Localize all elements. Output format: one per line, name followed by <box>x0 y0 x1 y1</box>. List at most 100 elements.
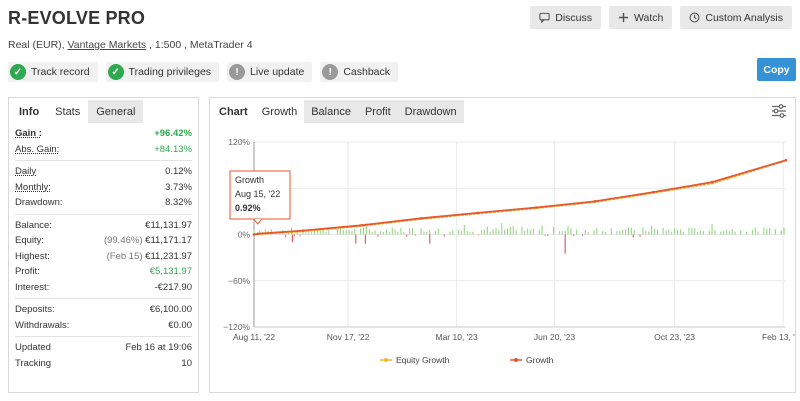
stat-label: Tracking <box>15 357 52 369</box>
tab-general[interactable]: General <box>88 100 144 123</box>
sliders-icon[interactable] <box>771 103 787 119</box>
growth-point <box>256 232 260 236</box>
stat-row-updated: Updated Feb 16 at 19:06 <box>15 340 192 356</box>
stat-row-balance: Balance: €11,131.97 <box>15 218 192 234</box>
legend-label: Equity Growth <box>396 355 450 365</box>
page-title: R-EVOLVE PRO <box>8 8 146 28</box>
badge-label: Track record <box>31 66 90 78</box>
stat-label[interactable]: Monthly: <box>15 181 51 193</box>
x-tick-label: Aug 11, '22 <box>233 332 275 342</box>
growth-point <box>252 233 256 236</box>
stats-tabs: Info Stats General <box>9 98 198 123</box>
top-actions: Discuss Watch Custom Analysis <box>530 6 792 29</box>
divider <box>15 160 192 161</box>
x-tick-label: Oct 23, '23 <box>654 332 695 342</box>
stat-label: Equity: <box>15 235 45 247</box>
y-tick-label: −60% <box>228 276 250 286</box>
x-tick-label: Feb 13, '24 <box>762 332 795 342</box>
stat-label: Updated <box>15 342 51 354</box>
y-tick-label: −120% <box>223 322 250 332</box>
stat-label[interactable]: Gain : <box>15 128 42 140</box>
stat-value: +96.42% <box>154 128 192 140</box>
copy-button[interactable]: Copy <box>757 58 796 81</box>
chart-tabs: Chart Growth Balance Profit Drawdown <box>210 98 795 123</box>
highest-amount: €11,231.97 <box>145 250 192 262</box>
badge-label: Live update <box>250 66 305 78</box>
badge-track-record[interactable]: ✓ Track record <box>8 62 98 82</box>
stat-value: €11,131.97 <box>145 219 192 231</box>
stat-label: Deposits: <box>15 304 55 316</box>
stat-value: €0.00 <box>168 319 192 331</box>
tooltip-title: Growth <box>235 175 264 185</box>
divider <box>15 213 192 215</box>
discuss-button[interactable]: Discuss <box>530 6 601 29</box>
badge-label: Trading privileges <box>128 66 212 78</box>
stat-row-daily: Daily 0.12% <box>15 164 192 180</box>
stats-list: Gain : +96.42% Abs. Gain: +84.13% Daily … <box>9 126 198 371</box>
badge-cashback[interactable]: ! Cashback <box>320 62 399 82</box>
growth-point <box>360 223 363 227</box>
tab-profit[interactable]: Profit <box>357 100 398 123</box>
stat-row-interest: Interest: -€217.90 <box>15 280 192 296</box>
check-icon: ✓ <box>10 64 26 80</box>
tab-growth[interactable]: Growth <box>254 100 305 123</box>
series-equity-growth <box>253 159 787 236</box>
stat-label[interactable]: Abs. Gain: <box>15 143 60 155</box>
badge-label: Cashback <box>343 66 391 78</box>
stat-row-abs-gain: Abs. Gain: +84.13% <box>15 142 192 158</box>
watch-button[interactable]: Watch <box>609 6 673 29</box>
account-type: Real (EUR), <box>8 39 65 51</box>
exclamation-icon: ! <box>229 64 246 80</box>
badge-trading-privileges[interactable]: ✓ Trading privileges <box>105 62 220 82</box>
legend-label: Growth <box>526 355 554 365</box>
stat-value: -€217.90 <box>154 281 192 293</box>
legend-marker <box>384 358 388 362</box>
badge-live-update[interactable]: ! Live update <box>227 62 313 82</box>
legend-marker <box>514 358 518 362</box>
divider <box>15 336 192 337</box>
stat-value: €6,100.00 <box>149 304 192 316</box>
stat-row-gain: Gain : +96.42% <box>15 126 192 142</box>
clock-icon <box>689 12 700 23</box>
stat-value: (Feb 15) €11,231.97 <box>107 251 192 262</box>
custom-analysis-button[interactable]: Custom Analysis <box>680 6 792 29</box>
account-info: Real (EUR), Vantage Markets , 1:500 , Me… <box>8 39 253 51</box>
growth-point <box>419 217 423 220</box>
stat-label: Drawdown: <box>15 197 63 209</box>
stat-row-equity: Equity: (99.46%) €11,171.17 <box>15 233 192 249</box>
stat-value: 0.12% <box>165 166 192 178</box>
x-tick-label: Mar 10, '23 <box>435 332 478 342</box>
stat-label: Balance: <box>15 219 52 231</box>
stat-label[interactable]: Daily <box>15 166 37 178</box>
exclamation-icon: ! <box>322 64 339 80</box>
tooltip-box <box>229 170 291 220</box>
broker-link[interactable]: Vantage Markets <box>67 39 147 51</box>
check-icon: ✓ <box>107 64 124 80</box>
stat-row-highest: Highest: (Feb 15) €11,231.97 <box>15 249 192 265</box>
growth-point <box>535 206 538 209</box>
tooltip-date: Aug 15, '22 <box>235 189 280 199</box>
stat-value: (99.46%) €11,171.17 <box>104 235 192 246</box>
growth-point <box>710 180 714 184</box>
growth-point <box>784 158 788 162</box>
tab-stats[interactable]: Stats <box>55 105 81 118</box>
tab-drawdown[interactable]: Drawdown <box>397 100 464 123</box>
tab-balance[interactable]: Balance <box>304 100 358 123</box>
growth-point <box>652 190 655 194</box>
stat-value: €5,131.97 <box>149 266 192 278</box>
stat-value: Feb 16 at 19:06 <box>125 342 192 354</box>
highest-date: (Feb 15) <box>106 250 143 262</box>
x-tick-label: Nov 17, '22 <box>327 332 370 342</box>
series-growth <box>253 159 787 236</box>
stat-label: Withdrawals: <box>15 319 70 331</box>
stat-row-withdrawals: Withdrawals: €0.00 <box>15 318 192 334</box>
watch-label: Watch <box>634 11 664 24</box>
growth-point <box>301 229 305 232</box>
tab-chart[interactable]: Chart <box>219 105 248 118</box>
plus-icon <box>618 12 629 23</box>
tab-info[interactable]: Info <box>11 100 48 123</box>
chart-panel: Chart Growth Balance Profit Drawdown 120… <box>209 97 796 393</box>
stat-label: Highest: <box>15 250 50 262</box>
tooltip-pointer <box>253 218 263 225</box>
